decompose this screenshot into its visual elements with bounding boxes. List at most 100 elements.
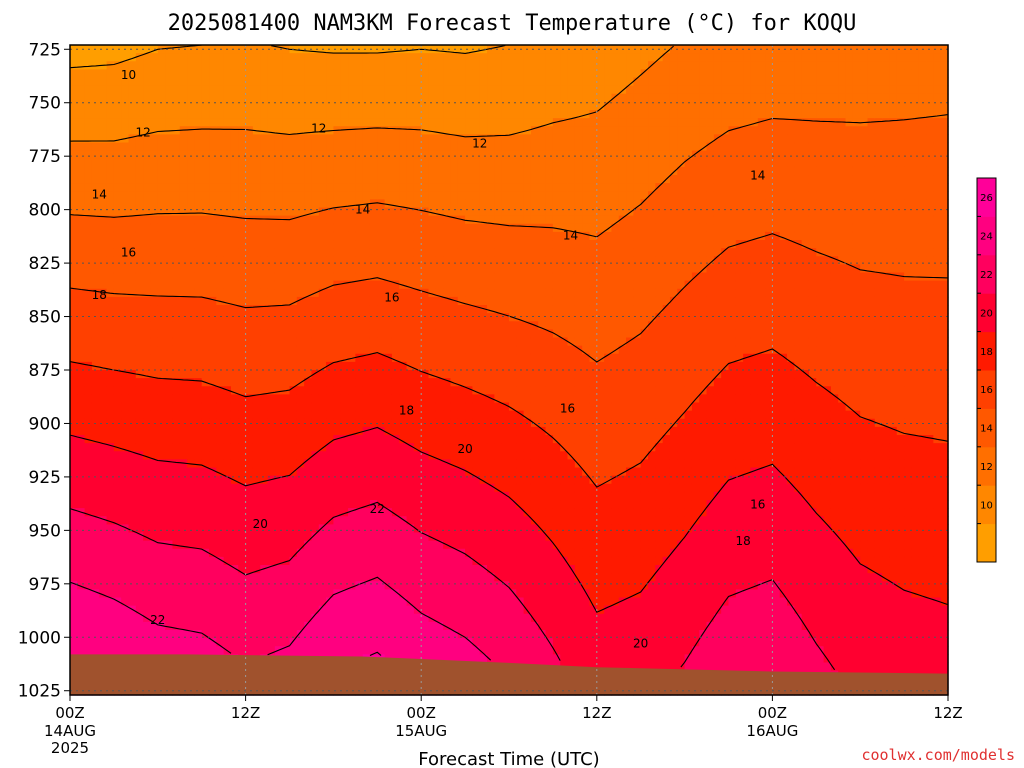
field-cell: [516, 361, 525, 371]
field-cell: [340, 231, 349, 241]
field-cell: [435, 118, 444, 127]
field-cell: [99, 500, 108, 509]
field-cell: [135, 183, 144, 192]
field-cell: [296, 500, 305, 509]
field-cell: [260, 630, 269, 639]
field-cell: [274, 256, 283, 265]
field-cell: [113, 605, 122, 615]
field-cell: [443, 321, 452, 330]
field-cell: [443, 378, 452, 387]
field-cell: [509, 410, 517, 420]
field-cell: [267, 199, 276, 209]
field-cell: [384, 435, 393, 444]
field-cell: [296, 646, 305, 655]
field-cell: [413, 199, 422, 209]
field-cell: [77, 630, 86, 639]
field-cell: [187, 361, 195, 371]
field-cell: [282, 500, 291, 509]
field-cell: [282, 638, 291, 647]
field-cell: [238, 248, 247, 257]
field-cell: [377, 337, 386, 347]
field-cell: [187, 183, 195, 192]
field-cell: [113, 118, 122, 127]
field-cell: [150, 337, 159, 347]
field-cell: [121, 370, 130, 379]
field-cell: [245, 370, 254, 379]
field-cell: [391, 305, 400, 314]
field-cell: [509, 418, 517, 428]
field-cell: [172, 61, 181, 70]
field-cell: [70, 158, 78, 168]
field-cell: [348, 589, 356, 599]
field-cell: [494, 556, 503, 566]
field-cell: [245, 532, 254, 542]
field-cell: [84, 53, 93, 62]
field-cell: [150, 573, 159, 582]
field-cell: [179, 621, 188, 631]
field-cell: [187, 443, 195, 452]
field-cell: [333, 272, 342, 282]
field-cell: [472, 183, 481, 192]
field-cell: [230, 361, 239, 371]
field-cell: [435, 451, 444, 460]
field-cell: [91, 77, 100, 87]
field-cell: [216, 581, 225, 590]
field-cell: [209, 597, 217, 607]
field-cell: [318, 166, 327, 176]
field-cell: [77, 158, 86, 168]
field-cell: [450, 264, 459, 274]
field-cell: [428, 126, 437, 135]
field-cell: [296, 402, 305, 412]
field-cell: [479, 361, 488, 371]
field-cell: [487, 483, 495, 493]
field-cell: [296, 345, 305, 355]
field-cell: [274, 53, 283, 62]
field-cell: [333, 630, 342, 639]
field-cell: [479, 370, 488, 379]
field-cell: [377, 426, 386, 436]
field-cell: [384, 621, 393, 631]
field-cell: [435, 158, 444, 168]
field-cell: [99, 215, 108, 225]
field-cell: [413, 288, 422, 298]
field-cell: [318, 77, 327, 87]
field-cell: [274, 597, 283, 607]
field-cell: [106, 110, 115, 119]
field-cell: [223, 183, 232, 192]
field-cell: [472, 426, 481, 436]
field-cell: [245, 329, 254, 339]
field-cell: [187, 166, 195, 176]
field-cell: [348, 288, 356, 298]
field-cell: [428, 231, 437, 241]
field-cell: [311, 240, 320, 249]
field-cell: [399, 126, 408, 135]
field-cell: [443, 353, 452, 363]
field-cell: [106, 240, 115, 249]
field-cell: [494, 231, 503, 241]
field-cell: [296, 118, 305, 127]
field-cell: [77, 451, 86, 460]
field-cell: [421, 231, 430, 241]
field-cell: [362, 101, 371, 111]
field-cell: [296, 288, 305, 298]
field-cell: [106, 361, 115, 371]
field-cell: [194, 85, 203, 95]
field-cell: [362, 565, 371, 574]
field-cell: [369, 532, 378, 542]
field-cell: [362, 207, 371, 217]
field-cell: [413, 556, 422, 566]
field-cell: [340, 101, 349, 111]
field-cell: [70, 638, 78, 647]
field-cell: [523, 61, 532, 70]
field-cell: [128, 532, 137, 542]
field-cell: [355, 410, 364, 420]
field-cell: [311, 248, 320, 257]
field-cell: [274, 199, 283, 209]
field-cell: [421, 296, 430, 306]
field-cell: [450, 166, 459, 176]
field-cell: [165, 101, 174, 111]
field-cell: [457, 101, 466, 111]
field-cell: [391, 581, 400, 590]
field-cell: [157, 175, 166, 184]
field-cell: [450, 435, 459, 444]
